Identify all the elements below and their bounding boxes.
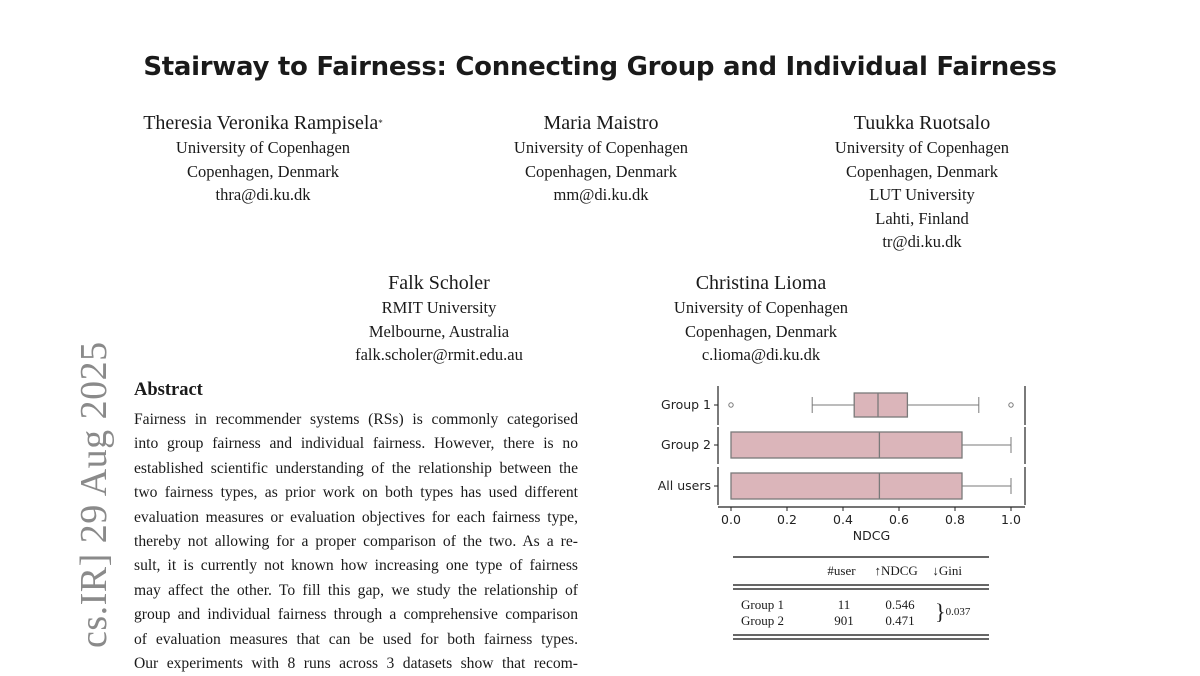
results-table: #user ↑NDCG ↓Gini Group 1 11 0.546 Group… [733, 556, 989, 640]
brace-icon: } [935, 599, 946, 624]
x-tick-label: 0.8 [945, 512, 965, 527]
author-name: Theresia Veronika Rampisela* [143, 112, 383, 134]
arxiv-identifier-sidebar: cs.IR] 29 Aug 2025 [73, 341, 115, 648]
table-row: Group 2 901 0.471 [733, 613, 989, 629]
table-row: Group 1 11 0.546 [733, 597, 989, 613]
abstract-line: two fairness types, as prior work on bot… [134, 484, 578, 502]
table-top-rule [733, 556, 989, 558]
abstract-line: may affect the other. To fill this gap, … [134, 581, 578, 599]
table-body: Group 1 11 0.546 Group 2 901 0.471 }0.03… [733, 597, 989, 629]
location: Copenhagen, Denmark [186, 161, 340, 181]
header-cell: ↓Gini [932, 563, 963, 578]
affiliation: University of Copenhagen [513, 138, 689, 157]
table-header-row: #user ↑NDCG ↓Gini [733, 563, 989, 581]
shared-gini-cell: }0.037 [935, 599, 971, 624]
email: falk.scholer@rmit.edu.au [355, 345, 523, 364]
author-name: Tuukka Ruotsalo [853, 112, 991, 134]
paper-title: Stairway to Fairness: Connecting Group a… [143, 52, 1057, 82]
email: tr@di.ku.dk [882, 232, 962, 251]
email: c.lioma@di.ku.dk [701, 345, 821, 364]
x-tick-label: 0.0 [721, 512, 741, 527]
y-tick-label: Group 2 [661, 437, 711, 452]
location: Melbourne, Australia [368, 321, 510, 341]
abstract-line: Our experiments with 8 runs across 3 dat… [134, 655, 578, 673]
x-tick-label: 0.2 [777, 512, 797, 527]
abstract-line: evaluation measures or evaluation object… [134, 508, 578, 526]
table-header-rule [733, 584, 989, 590]
y-tick-label: Group 1 [661, 397, 711, 412]
location: Copenhagen, Denmark [845, 161, 999, 181]
box [730, 472, 963, 500]
author-block: Christina Lioma University of Copenhagen… [591, 270, 931, 367]
y-tick-label: All users [658, 478, 711, 493]
cell: 0.471 [885, 613, 915, 628]
x-tick-label: 0.4 [833, 512, 853, 527]
affiliation: University of Copenhagen [673, 298, 849, 317]
author-name: Maria Maistro [543, 112, 659, 134]
abstract-line: of evaluation measures that can be used … [134, 630, 578, 648]
abstract-line: Fairness in recommender systems (RSs) is… [134, 411, 578, 428]
cell: 901 [834, 613, 854, 628]
email: thra@di.ku.dk [215, 185, 311, 204]
author-name: Falk Scholer [388, 272, 490, 294]
header-cell [733, 563, 817, 581]
author-block: Maria Maistro University of Copenhagen C… [431, 110, 771, 207]
outlier-point [1008, 402, 1014, 408]
abstract-line: thereby not allowing for a proper compar… [134, 533, 578, 551]
affiliation: LUT University [869, 185, 975, 204]
cell: 11 [837, 597, 851, 612]
x-axis-label: NDCG [853, 528, 890, 543]
box [730, 431, 963, 459]
cell: 0.546 [885, 597, 915, 612]
table-section-rule [733, 634, 989, 640]
x-tick-label: 0.6 [889, 512, 909, 527]
header-cell: #user [827, 563, 856, 578]
outlier-point [728, 402, 734, 408]
cell: Group 2 [741, 613, 784, 628]
location: Copenhagen, Denmark [684, 321, 838, 341]
abstract-line: sult, it is currently not known how incr… [134, 557, 578, 575]
x-tick-label: 1.0 [1001, 512, 1021, 527]
affiliation: University of Copenhagen [834, 138, 1010, 157]
location: Copenhagen, Denmark [524, 161, 678, 181]
header-cell: ↑NDCG [874, 563, 918, 578]
abstract-line: group and individual fairness through a … [134, 606, 578, 624]
abstract-line: into group fairness and individual fairn… [134, 435, 578, 453]
abstract-heading: Abstract [134, 380, 203, 400]
email: mm@di.ku.dk [553, 185, 649, 204]
box [853, 392, 909, 418]
abstract-line: established scientific understanding of … [134, 459, 578, 477]
author-block: Falk Scholer RMIT University Melbourne, … [269, 270, 609, 367]
cell: Group 1 [741, 597, 784, 612]
affiliation: University of Copenhagen [175, 138, 351, 157]
author-block: Theresia Veronika Rampisela* University … [93, 110, 433, 207]
affiliation: RMIT University [381, 298, 497, 317]
location: Lahti, Finland [875, 208, 969, 228]
author-block: Tuukka Ruotsalo University of Copenhagen… [752, 110, 1092, 254]
abstract-body: Fairness in recommender systems (RSs) is… [134, 408, 578, 676]
author-name: Christina Lioma [695, 272, 827, 294]
